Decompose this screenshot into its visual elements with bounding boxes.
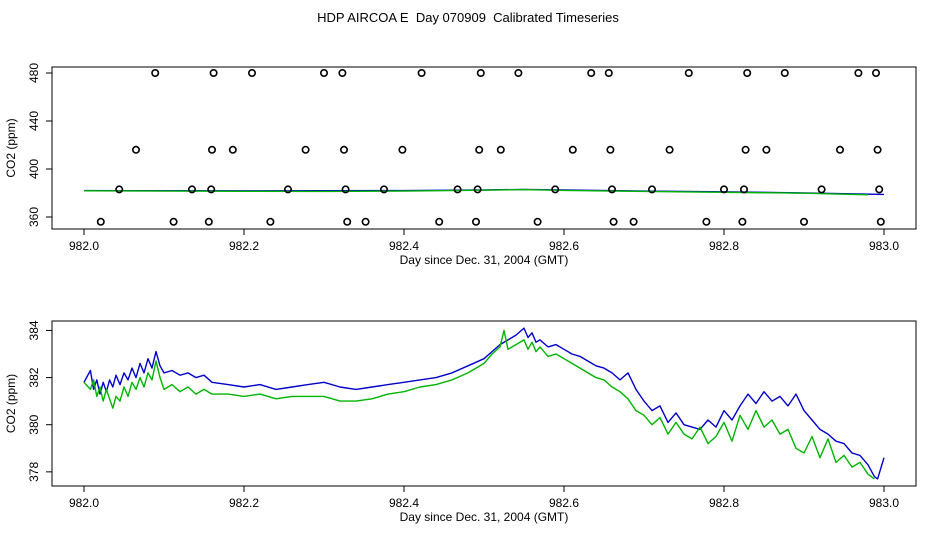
- panel1-data-point: [871, 69, 880, 78]
- panel1-data-point: [873, 145, 882, 154]
- panel1-data-point: [228, 145, 237, 154]
- panel1-data-point: [398, 145, 407, 154]
- panel2-x-tick-label: 982.8: [709, 496, 739, 510]
- panel1-x-tick-label: 982.6: [549, 239, 579, 253]
- panel1-data-point: [604, 69, 613, 78]
- panel1-data-point: [739, 185, 748, 194]
- panel1-data-point: [343, 217, 352, 226]
- panel1-data-point: [780, 69, 789, 78]
- panel1-data-point: [338, 69, 347, 78]
- panel1-data-point: [204, 217, 213, 226]
- panel1-data-point: [266, 217, 275, 226]
- panel1-data-point: [568, 145, 577, 154]
- panel1-x-tick-label: 982.4: [389, 239, 419, 253]
- panel1-data-point: [319, 69, 328, 78]
- panel1-data-point: [835, 145, 844, 154]
- panel1-data-point: [719, 185, 728, 194]
- panel1-data-point: [471, 217, 480, 226]
- panel2-x-tick-label: 982.4: [389, 496, 419, 510]
- panel2-x-tick-label: 982.6: [549, 496, 579, 510]
- panel1-data-point: [132, 145, 141, 154]
- panel1-data-point: [665, 145, 674, 154]
- panel1-x-tick-label: 982.2: [229, 239, 259, 253]
- panel1-data-point: [743, 69, 752, 78]
- panel1-y-tick-label: 400: [27, 159, 41, 179]
- panel2-y-tick-label: 380: [27, 414, 41, 434]
- panel2-y-tick-label: 382: [27, 367, 41, 387]
- panel1-data-point: [207, 185, 216, 194]
- panel1-data-point: [341, 185, 350, 194]
- panel1-data-point: [248, 69, 257, 78]
- panel1-data-point: [551, 185, 560, 194]
- panel1-x-tick-label: 982.0: [69, 239, 99, 253]
- panel1-x-tick-label: 983.0: [869, 239, 899, 253]
- panel1-data-point: [169, 217, 178, 226]
- panel1-y-axis-label: CO2 (ppm): [4, 118, 18, 177]
- panel1-data-point: [435, 217, 444, 226]
- panel1-data-point: [379, 185, 388, 194]
- panel1-data-point: [684, 69, 693, 78]
- panel1-x-axis-label: Day since Dec. 31, 2004 (GMT): [400, 253, 569, 267]
- panel2-y-tick-label: 378: [27, 462, 41, 482]
- panel1-data-point: [417, 69, 426, 78]
- panel1-data-point: [361, 217, 370, 226]
- panel2-x-tick-label: 982.0: [69, 496, 99, 510]
- panel2-series-blue-line: [83, 327, 885, 480]
- panel1-data-point: [115, 185, 124, 194]
- panel2-x-axis-label: Day since Dec. 31, 2004 (GMT): [400, 510, 569, 524]
- panel1-data-point: [301, 145, 310, 154]
- panel2-y-tick-label: 384: [27, 320, 41, 340]
- panel1-data-point: [188, 185, 197, 194]
- panel1-data-point: [283, 185, 292, 194]
- panel1-data-point: [629, 217, 638, 226]
- panel1-data-point: [514, 69, 523, 78]
- panel1-data-point: [496, 145, 505, 154]
- panel1-data-point: [533, 217, 542, 226]
- panel1-data-point: [799, 217, 808, 226]
- panel1-data-point: [647, 185, 656, 194]
- panel1-data-point: [606, 145, 615, 154]
- panel1-data-point: [151, 69, 160, 78]
- panel1-data-point: [208, 145, 217, 154]
- panel1-data-point: [876, 217, 885, 226]
- panel1-data-point: [473, 185, 482, 194]
- panel2-x-tick-label: 982.2: [229, 496, 259, 510]
- panel1-data-point: [875, 185, 884, 194]
- panel1-data-point: [453, 185, 462, 194]
- panel1-data-point: [607, 185, 616, 194]
- panel1-y-tick-label: 480: [27, 63, 41, 83]
- panel1-data-point: [587, 69, 596, 78]
- panel1-y-tick-label: 360: [27, 207, 41, 227]
- panel1-x-tick-label: 982.8: [709, 239, 739, 253]
- panel1-series-green-line: [83, 188, 869, 196]
- panel2-y-axis-label: CO2 (ppm): [4, 374, 18, 433]
- panel1-data-point: [96, 217, 105, 226]
- panel1-data-point: [741, 145, 750, 154]
- panel2-series-green-line: [83, 329, 875, 480]
- panel1-data-point: [762, 145, 771, 154]
- panel1-data-point: [702, 217, 711, 226]
- panel1-y-tick-label: 440: [27, 111, 41, 131]
- panel2-x-tick-label: 983.0: [869, 496, 899, 510]
- panel1-data-point: [817, 185, 826, 194]
- panel1-data-point: [339, 145, 348, 154]
- panel1-data-point: [609, 217, 618, 226]
- panel1-data-point: [209, 69, 218, 78]
- panel1-data-point: [738, 217, 747, 226]
- figure-title: HDP AIRCOA E Day 070909 Calibrated Times…: [317, 10, 619, 25]
- panel1-data-point: [854, 69, 863, 78]
- panel1-data-point: [475, 145, 484, 154]
- panel1-plot-frame: [51, 66, 917, 230]
- panel1-data-point: [476, 69, 485, 78]
- panel2-plot-frame: [51, 320, 917, 487]
